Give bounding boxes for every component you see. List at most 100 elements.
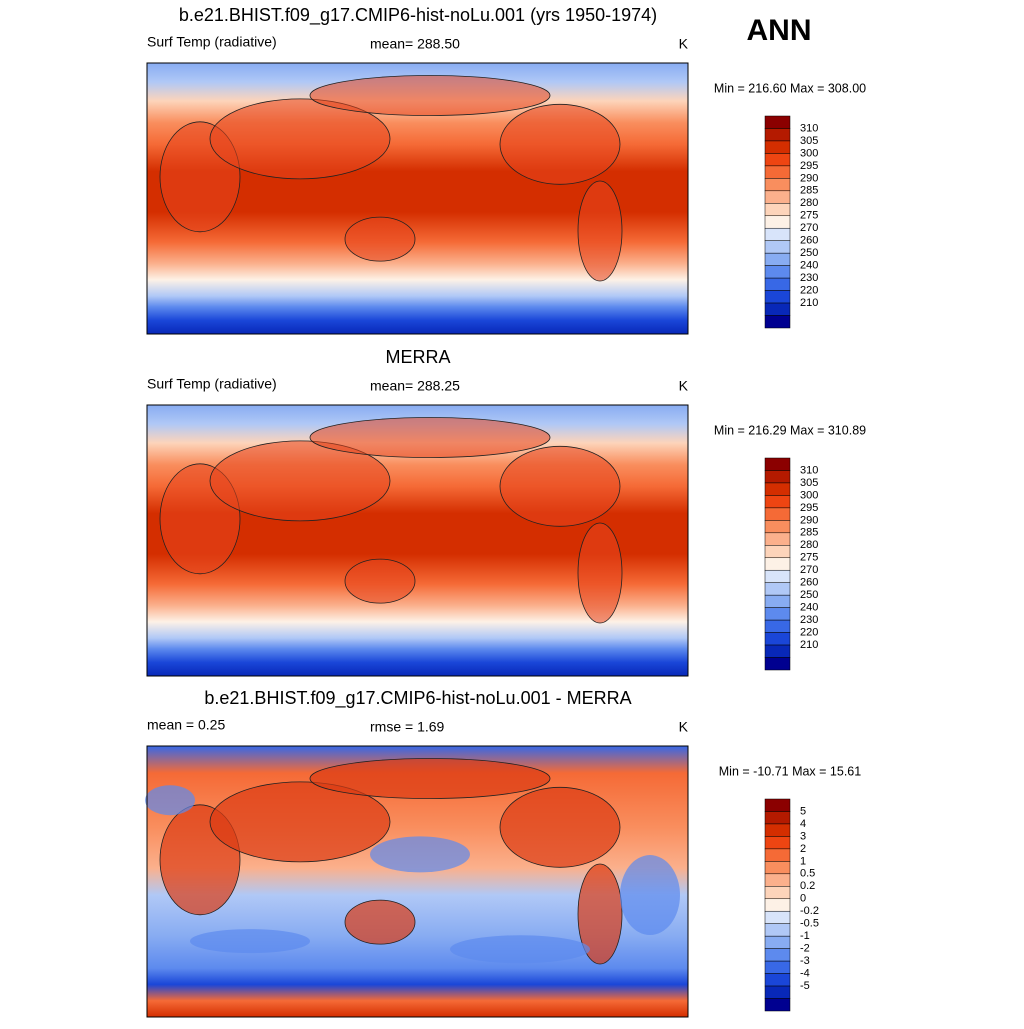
colorbar-box	[764, 998, 791, 1012]
land-mass	[499, 786, 621, 868]
colorbar-label: 290	[800, 172, 818, 184]
colorbar-label: 310	[800, 464, 818, 476]
colorbar-box	[764, 115, 791, 129]
colorbar-label: 300	[800, 489, 818, 501]
colorbar-label: 260	[800, 577, 818, 589]
colorbar-box	[764, 240, 791, 254]
colorbar-label: 3	[800, 830, 806, 842]
colorbar-label: 270	[800, 222, 818, 234]
land-mass	[309, 758, 551, 799]
colorbar-label: 250	[800, 589, 818, 601]
colorbar-label: 295	[800, 502, 818, 514]
colorbar-box	[764, 619, 791, 633]
colorbar-box	[764, 190, 791, 204]
colorbar-label: 210	[800, 639, 818, 651]
left-label: Surf Temp (radiative)	[147, 34, 277, 50]
colorbar-label: 240	[800, 602, 818, 614]
colorbar-box	[764, 886, 791, 900]
panel-title: b.e21.BHIST.f09_g17.CMIP6-hist-noLu.001 …	[179, 5, 657, 26]
colorbar-box	[764, 153, 791, 167]
colorbar-box	[764, 923, 791, 937]
colorbar-box	[764, 873, 791, 887]
season-label: ANN	[747, 14, 812, 47]
colorbar-label: 305	[800, 135, 818, 147]
colorbar-box	[764, 985, 791, 999]
colorbar-box	[764, 215, 791, 229]
colorbar-box	[764, 823, 791, 837]
units-label: K	[679, 36, 689, 52]
colorbar-box	[764, 227, 791, 241]
units-label: K	[679, 719, 689, 735]
colorbar-label: 230	[800, 614, 818, 626]
colorbar-label: 290	[800, 514, 818, 526]
colorbar-box	[764, 569, 791, 583]
cool-anomaly	[190, 929, 310, 954]
colorbar-box	[764, 960, 791, 974]
colorbar-box	[764, 532, 791, 546]
land-mass	[344, 216, 416, 262]
colorbar-box	[764, 594, 791, 608]
min-max-label: Min = 216.60 Max = 308.00	[714, 81, 866, 95]
colorbar-label: 300	[800, 147, 818, 159]
colorbar-box	[764, 861, 791, 875]
land-mass	[209, 781, 391, 863]
colorbar-label: 4	[800, 818, 806, 830]
colorbar-box	[764, 607, 791, 621]
colorbar-box	[764, 948, 791, 962]
center-label: mean= 288.50	[370, 36, 460, 52]
colorbar-label: 0	[800, 893, 806, 905]
map-frame	[146, 62, 689, 335]
colorbar-box	[764, 495, 791, 509]
colorbar-label: 260	[800, 235, 818, 247]
center-label: mean= 288.25	[370, 378, 460, 394]
colorbar-box	[764, 798, 791, 812]
land-mass	[577, 863, 623, 965]
colorbar-label: 295	[800, 160, 818, 172]
map	[146, 404, 689, 677]
colorbar-label: 2	[800, 843, 806, 855]
cool-anomaly	[450, 935, 590, 964]
colorbar-box	[764, 178, 791, 192]
cool-anomaly	[370, 836, 470, 873]
panel-title: MERRA	[385, 347, 450, 367]
land-mass	[209, 98, 391, 180]
colorbar-box	[764, 470, 791, 484]
colorbar-label: 0.5	[800, 868, 815, 880]
colorbar-label: -0.5	[800, 918, 819, 930]
colorbar-label: -4	[800, 967, 810, 979]
colorbar-label: 275	[800, 210, 818, 222]
colorbar-box	[764, 582, 791, 596]
left-label: mean = 0.25	[147, 717, 225, 733]
colorbar-label: 285	[800, 185, 818, 197]
colorbar-label: -5	[800, 980, 810, 992]
colorbar-label: 220	[800, 626, 818, 638]
colorbar-label: 240	[800, 260, 818, 272]
colorbar-label: -1	[800, 930, 810, 942]
colorbar-box	[764, 252, 791, 266]
panel-title: b.e21.BHIST.f09_g17.CMIP6-hist-noLu.001 …	[204, 688, 631, 709]
land-mass	[309, 75, 551, 116]
colorbar-label: 275	[800, 552, 818, 564]
map-frame	[146, 745, 689, 1018]
colorbar-label: 210	[800, 297, 818, 309]
colorbar-label: 220	[800, 284, 818, 296]
colorbar-label: 250	[800, 247, 818, 259]
colorbar-label: 285	[800, 527, 818, 539]
units-label: K	[679, 378, 689, 394]
colorbar-label: -0.2	[800, 905, 819, 917]
center-label: rmse = 1.69	[370, 719, 445, 735]
land-mass	[344, 899, 416, 945]
colorbar-box	[764, 265, 791, 279]
map	[146, 62, 689, 335]
land-mass	[499, 445, 621, 527]
colorbar-box	[764, 836, 791, 850]
land-mass	[577, 522, 623, 624]
colorbar-box	[764, 140, 791, 154]
colorbar-label: 280	[800, 539, 818, 551]
colorbar-box	[764, 290, 791, 304]
min-max-label: Min = -10.71 Max = 15.61	[719, 764, 861, 778]
map	[145, 745, 689, 1018]
land-mass	[344, 558, 416, 604]
colorbar-box	[764, 128, 791, 142]
